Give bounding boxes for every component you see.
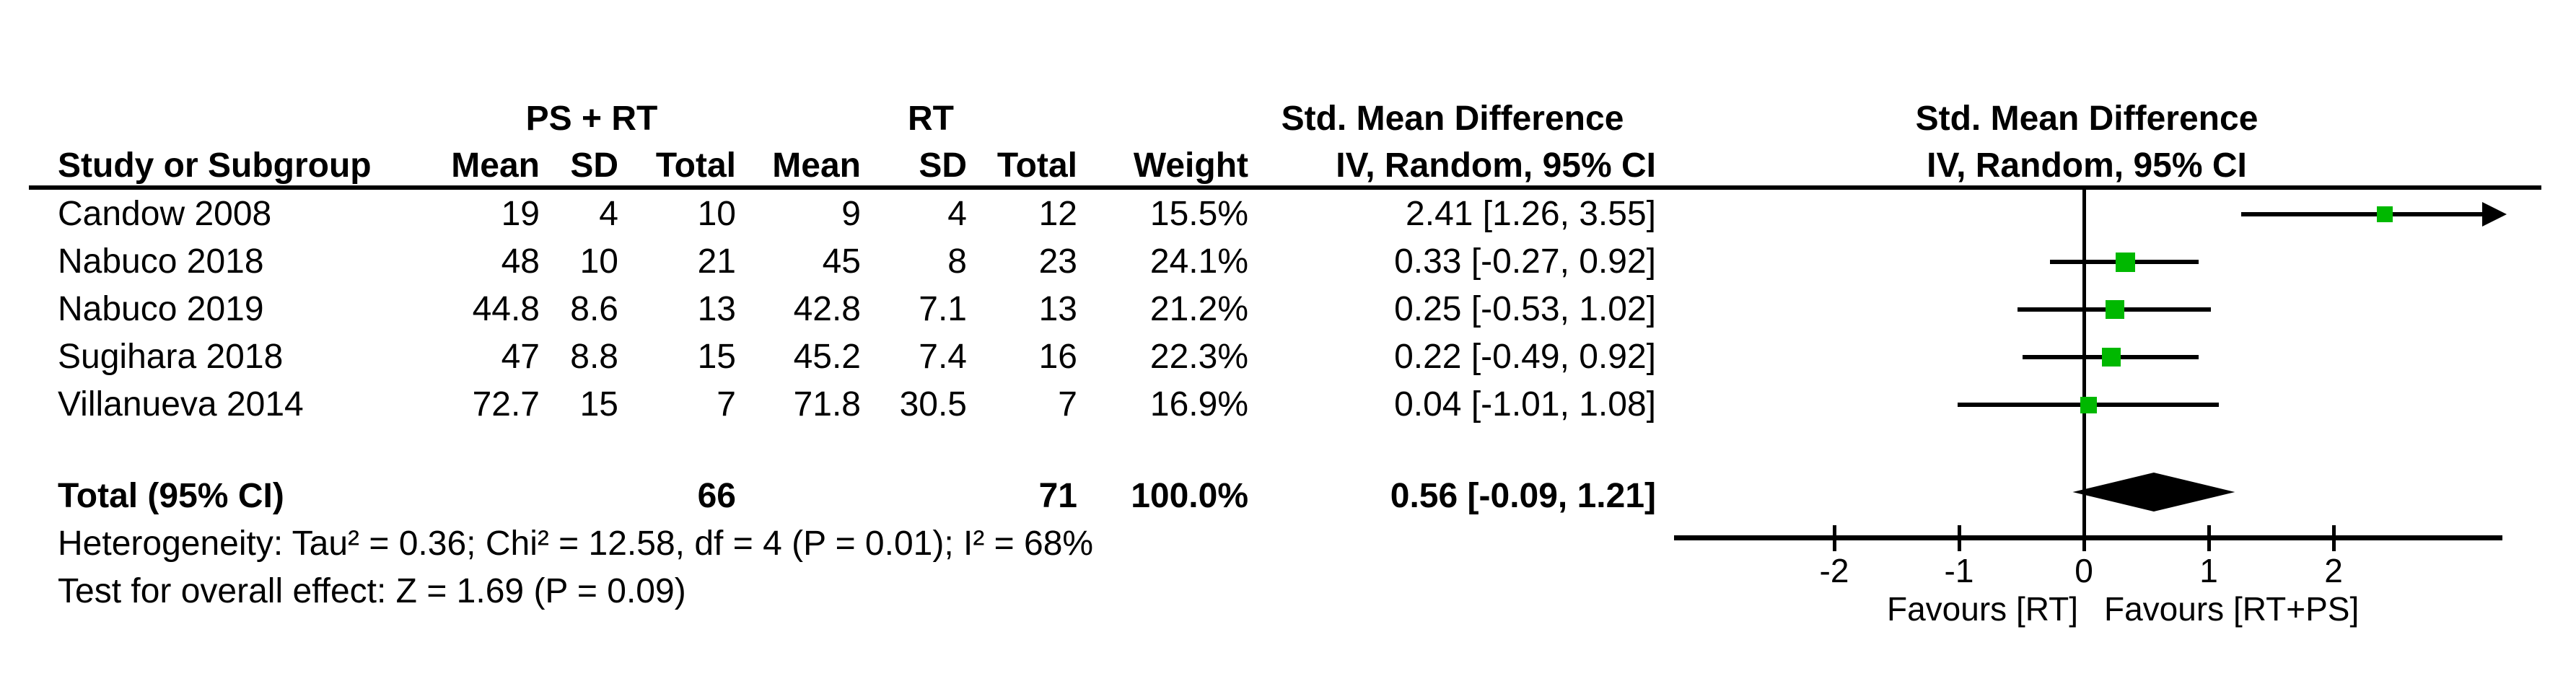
cell-sd-treat: 15 <box>579 385 618 424</box>
study-name: Candow 2008 <box>58 195 272 233</box>
axis-tick-label: 1 <box>2199 552 2218 589</box>
cell-mean-control: 9 <box>841 195 861 233</box>
total-row-label: Total (95% CI) <box>58 477 284 515</box>
column-header-study: Study or Subgroup <box>58 146 372 185</box>
overall-effect-diamond <box>2072 473 2235 512</box>
column-header-sd-1: SD <box>570 146 618 185</box>
cell-mean-treat: 72.7 <box>472 385 540 424</box>
total-row-weight: 100.0% <box>1131 477 1248 515</box>
study-name: Villanueva 2014 <box>58 385 304 424</box>
overall-effect-text: Test for overall effect: Z = 1.69 (P = 0… <box>58 572 686 610</box>
cell-smd-ci: 0.25 [-0.53, 1.02] <box>1394 290 1656 328</box>
header-separator-line <box>29 185 2541 190</box>
study-name: Nabuco 2018 <box>58 242 264 281</box>
ci-clip-arrow-icon <box>2482 202 2507 227</box>
cell-mean-treat: 44.8 <box>472 290 540 328</box>
cell-mean-treat: 19 <box>501 195 540 233</box>
total-row-n1: 66 <box>697 477 736 515</box>
axis-tick-label: -2 <box>1819 552 1849 589</box>
cell-weight: 15.5% <box>1149 195 1248 233</box>
zero-line <box>2082 189 2086 537</box>
cell-mean-control: 45 <box>822 242 861 281</box>
group-header-ps-rt: PS + RT <box>525 100 658 138</box>
cell-total-treat: 21 <box>697 242 736 281</box>
column-header-sd-2: SD <box>919 146 967 185</box>
axis-tick <box>2207 525 2211 551</box>
cell-total-treat: 10 <box>697 195 736 233</box>
ci-line <box>2240 212 2482 216</box>
cell-total-treat: 13 <box>697 290 736 328</box>
point-estimate-square <box>2080 396 2098 413</box>
smd-column-header-line1: Std. Mean Difference <box>1281 100 1624 138</box>
cell-total-control: 12 <box>1038 195 1077 233</box>
study-name: Sugihara 2018 <box>58 338 284 376</box>
cell-weight: 24.1% <box>1149 242 1248 281</box>
point-estimate-square <box>2102 348 2121 367</box>
cell-sd-control: 8 <box>947 242 967 281</box>
cell-sd-control: 30.5 <box>899 385 967 424</box>
axis-tick <box>2082 525 2086 551</box>
cell-mean-treat: 47 <box>501 338 540 376</box>
total-row-n2: 71 <box>1038 477 1077 515</box>
cell-total-control: 23 <box>1038 242 1077 281</box>
cell-sd-treat: 10 <box>579 242 618 281</box>
cell-weight: 22.3% <box>1149 338 1248 376</box>
group-header-rt: RT <box>908 100 954 138</box>
cell-sd-control: 7.4 <box>919 338 967 376</box>
plot-column-header-line2: IV, Random, 95% CI <box>1927 146 2247 185</box>
heterogeneity-text: Heterogeneity: Tau² = 0.36; Chi² = 12.58… <box>58 525 1094 563</box>
axis-tick-label: 2 <box>2324 552 2343 589</box>
cell-total-control: 13 <box>1038 290 1077 328</box>
cell-mean-treat: 48 <box>501 242 540 281</box>
cell-smd-ci: 2.41 [1.26, 3.55] <box>1406 195 1656 233</box>
axis-tick <box>1958 525 1961 551</box>
favours-right-label: Favours [RT+PS] <box>2104 590 2360 628</box>
axis-tick-label: -1 <box>1944 552 1974 589</box>
cell-weight: 21.2% <box>1149 290 1248 328</box>
total-row-ci: 0.56 [-0.09, 1.21] <box>1390 477 1656 515</box>
plot-column-header-line1: Std. Mean Difference <box>1915 100 2259 138</box>
cell-smd-ci: 0.33 [-0.27, 0.92] <box>1394 242 1656 281</box>
axis-line <box>1674 535 2502 540</box>
smd-column-header-line2: IV, Random, 95% CI <box>1336 146 1656 185</box>
axis-tick-label: 0 <box>2075 552 2093 589</box>
cell-total-control: 7 <box>1058 385 1077 424</box>
column-header-total-2: Total <box>996 146 1077 185</box>
cell-sd-treat: 4 <box>599 195 618 233</box>
cell-total-control: 16 <box>1038 338 1077 376</box>
cell-sd-control: 7.1 <box>919 290 967 328</box>
cell-weight: 16.9% <box>1149 385 1248 424</box>
cell-total-treat: 7 <box>717 385 736 424</box>
cell-sd-control: 4 <box>947 195 967 233</box>
point-estimate-square <box>2376 206 2393 222</box>
column-header-mean-2: Mean <box>772 146 861 185</box>
axis-tick <box>2332 525 2336 551</box>
axis-tick <box>1833 525 1836 551</box>
column-header-mean-1: Mean <box>451 146 540 185</box>
favours-left-label: Favours [RT] <box>1887 590 2078 628</box>
point-estimate-square <box>2106 300 2125 319</box>
point-estimate-square <box>2115 252 2135 272</box>
cell-mean-control: 45.2 <box>793 338 861 376</box>
cell-total-treat: 15 <box>697 338 736 376</box>
cell-smd-ci: 0.22 [-0.49, 0.92] <box>1394 338 1656 376</box>
column-header-total-1: Total <box>655 146 736 185</box>
column-header-weight: Weight <box>1133 146 1248 185</box>
cell-mean-control: 71.8 <box>793 385 861 424</box>
cell-smd-ci: 0.04 [-1.01, 1.08] <box>1394 385 1656 424</box>
study-name: Nabuco 2019 <box>58 290 264 328</box>
cell-sd-treat: 8.6 <box>570 290 618 328</box>
cell-sd-treat: 8.8 <box>570 338 618 376</box>
cell-mean-control: 42.8 <box>793 290 861 328</box>
